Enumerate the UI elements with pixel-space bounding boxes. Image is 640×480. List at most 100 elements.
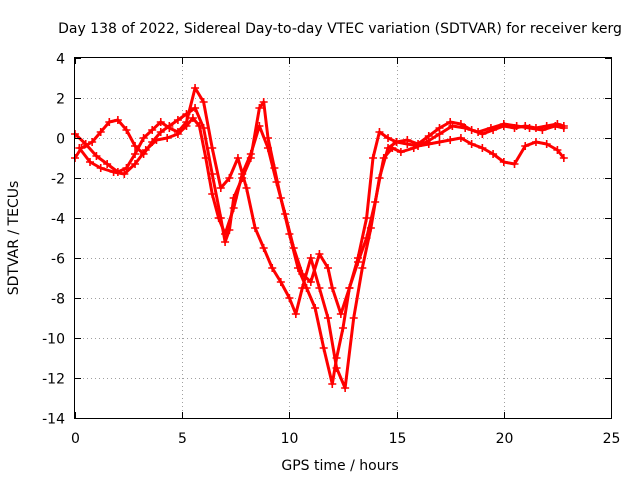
grid (75, 58, 611, 418)
data-point (354, 258, 363, 266)
data-point (486, 124, 495, 132)
axis-ticks (75, 58, 612, 419)
data-point (195, 122, 204, 130)
data-point (96, 128, 105, 136)
data-point (221, 230, 230, 238)
data-point (122, 126, 131, 134)
data-point (88, 138, 97, 146)
data-point (201, 154, 210, 162)
data-point (499, 158, 508, 166)
plot-frame (74, 57, 612, 419)
data-point (328, 284, 337, 292)
data-point (559, 124, 568, 132)
data-point (435, 138, 444, 146)
data-point (531, 138, 540, 146)
y-tick-label: -2 (51, 172, 65, 188)
data-point (467, 140, 476, 148)
data-point (339, 324, 347, 332)
x-tick-label: 10 (281, 431, 299, 447)
data-point (75, 144, 84, 152)
data-point (214, 214, 223, 222)
data-point (238, 170, 247, 178)
data-point (542, 140, 551, 148)
y-tick-label: -12 (42, 372, 65, 388)
data-point (120, 170, 129, 178)
data-point (392, 138, 401, 146)
data-point (559, 154, 568, 162)
data-point (345, 284, 354, 292)
data-point (512, 122, 521, 130)
y-tick-label: -8 (51, 292, 65, 308)
data-point (141, 146, 150, 154)
data-point (306, 278, 315, 286)
data-point (139, 134, 148, 142)
data-point (291, 310, 300, 318)
data-point (403, 140, 412, 148)
data-point (221, 238, 230, 246)
y-tick-label: 0 (56, 132, 65, 148)
data-point (229, 204, 238, 212)
data-point (349, 314, 358, 322)
data-layer (71, 84, 568, 392)
data-point (384, 134, 393, 142)
y-tick-labels: -14 -12 -10 -8 -6 -4 -2 0 2 4 (42, 52, 65, 428)
data-point (375, 128, 384, 136)
data-point (216, 184, 225, 192)
data-point (525, 124, 534, 132)
data-point (446, 136, 455, 144)
data-point (182, 122, 191, 130)
data-point (233, 154, 242, 162)
data-point (131, 150, 140, 158)
data-point (113, 116, 122, 124)
data-point (259, 98, 268, 106)
y-tick-label: -4 (51, 212, 65, 228)
data-point (173, 116, 182, 124)
data-point (298, 270, 307, 278)
series-track-2 (71, 84, 568, 392)
data-point (362, 234, 371, 242)
data-point (456, 134, 465, 142)
data-point (152, 136, 161, 144)
data-point (165, 124, 174, 132)
data-point (96, 164, 105, 172)
x-tick-label: 25 (603, 431, 621, 447)
data-point (332, 364, 341, 372)
data-point (208, 190, 217, 198)
x-tick-labels: 0 5 10 15 20 25 (71, 431, 620, 447)
data-point (255, 104, 264, 112)
data-point (521, 142, 530, 150)
data-point (156, 128, 165, 136)
data-point (188, 114, 197, 122)
x-tick-label: 20 (496, 431, 514, 447)
data-point (81, 140, 90, 148)
series-track-1 (71, 98, 568, 388)
data-point (251, 224, 260, 232)
data-point (371, 198, 380, 206)
data-point (148, 126, 157, 134)
data-point (92, 152, 101, 160)
y-tick-label: 2 (56, 92, 65, 108)
data-point (510, 160, 519, 168)
data-point (315, 250, 324, 258)
data-point (105, 118, 114, 126)
data-point (191, 84, 200, 92)
data-point (553, 146, 562, 154)
y-tick-label: -10 (42, 332, 65, 348)
data-point (448, 122, 457, 130)
chart-title: Day 138 of 2022, Sidereal Day-to-day VTE… (58, 21, 622, 37)
data-point (328, 380, 337, 388)
y-tick-label: -14 (42, 412, 65, 428)
data-point (435, 130, 444, 138)
data-point (388, 144, 397, 152)
series-track-3 (75, 114, 568, 318)
data-point (191, 104, 200, 112)
data-point (103, 160, 112, 168)
data-point (259, 244, 268, 252)
data-point (369, 154, 378, 162)
y-axis-label: SDTVAR / TECUs (6, 181, 22, 296)
data-point (358, 264, 367, 272)
data-point (319, 344, 328, 352)
data-point (225, 174, 234, 182)
data-point (246, 150, 255, 158)
